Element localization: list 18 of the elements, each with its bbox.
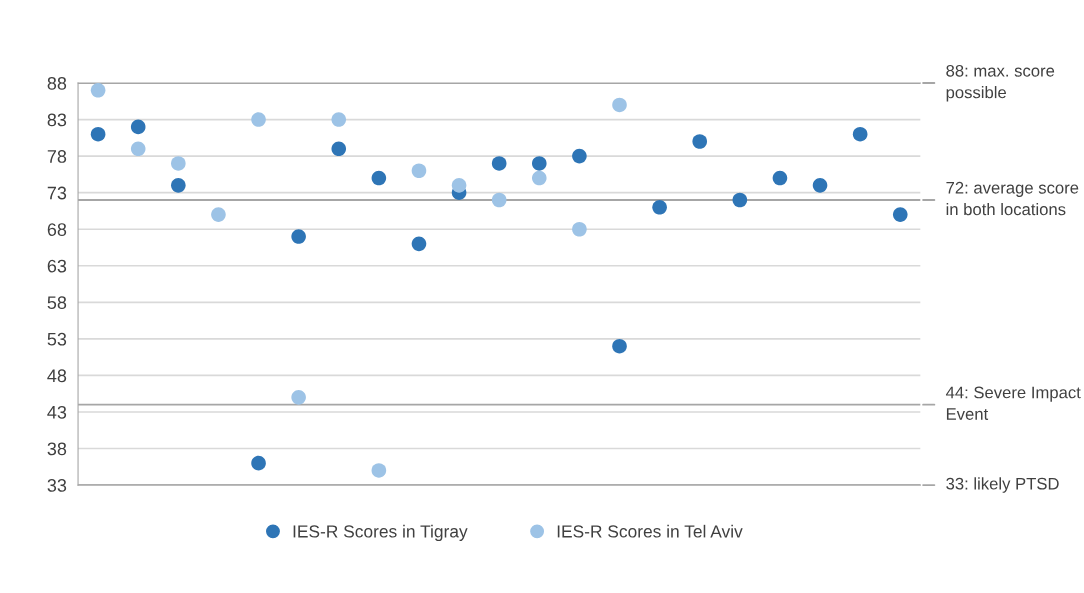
y-tick-label: 68 xyxy=(47,223,67,236)
y-tick-label: 53 xyxy=(47,332,67,346)
y-tick-label: 88 xyxy=(47,76,67,90)
ref-line-label: 44: Severe Impact Event xyxy=(945,386,1081,420)
y-tick-label: 73 xyxy=(47,186,67,200)
y-tick-label: 58 xyxy=(47,296,67,310)
y-tick-label: 43 xyxy=(47,405,67,419)
legend-label: IES-R Scores in Tigray xyxy=(293,524,468,542)
y-tick-label: 83 xyxy=(47,113,67,127)
ref-line-label: 88: max. score possible xyxy=(946,64,1055,102)
y-tick-label: 63 xyxy=(47,259,67,273)
legend-label: IES-R Scores in Tel Aviv xyxy=(557,524,743,538)
y-tick-label: 38 xyxy=(47,442,67,456)
y-tick-label: 78 xyxy=(47,150,67,163)
ref-line-label: 33: likely PTSD xyxy=(946,477,1059,493)
y-tick-label: 33 xyxy=(47,479,67,492)
y-tick-label: 48 xyxy=(47,369,67,383)
ref-line-label: 72: average score in both locations xyxy=(946,181,1079,216)
